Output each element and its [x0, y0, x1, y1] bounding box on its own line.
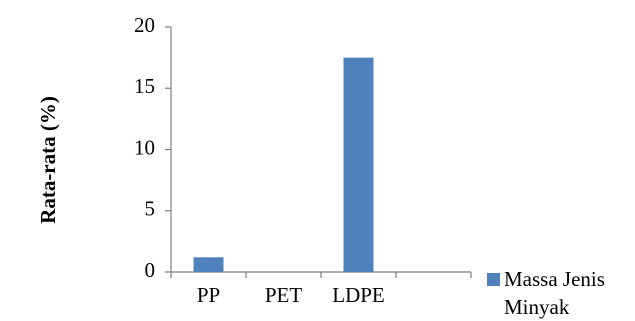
- bar: [193, 257, 224, 272]
- y-tick-label: 20: [134, 13, 155, 37]
- y-axis-title: Rata-rata (%): [36, 96, 60, 224]
- legend-swatch: [487, 273, 500, 286]
- x-category-label: LDPE: [332, 283, 385, 307]
- legend-label-line-1: Massa Jenis: [504, 267, 605, 291]
- y-tick-label: 5: [145, 197, 156, 221]
- legend-label-line-2: Minyak: [504, 295, 570, 319]
- y-tick-label: 0: [145, 258, 156, 282]
- y-tick-label: 10: [134, 135, 155, 159]
- x-category-label: PET: [265, 283, 303, 307]
- bar: [343, 57, 374, 272]
- y-tick-label: 15: [134, 74, 155, 98]
- x-category-label: PP: [197, 283, 220, 307]
